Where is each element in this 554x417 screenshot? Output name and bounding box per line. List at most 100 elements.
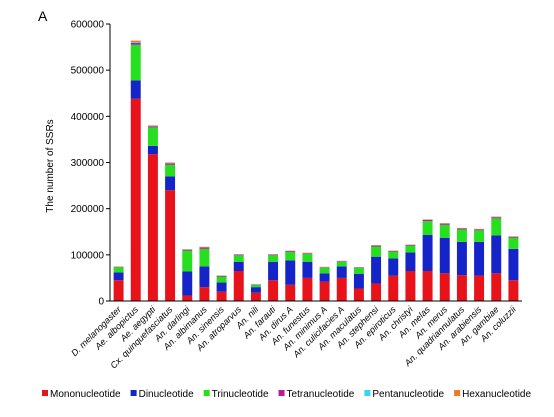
bar-segment (440, 225, 450, 238)
bar-segment (337, 266, 347, 278)
bar-segment (354, 289, 364, 301)
bar-segment (131, 43, 141, 45)
bar-segment (508, 249, 518, 280)
bar-segment (131, 80, 141, 98)
legend-label: Dinucleotide (139, 389, 194, 400)
bar-segment (268, 280, 278, 301)
bar-stack (405, 244, 415, 301)
bar-stack (337, 261, 347, 301)
bar-segment (251, 293, 261, 301)
bars (114, 41, 519, 301)
bar-stack (148, 125, 158, 301)
bar-segment (320, 282, 330, 301)
bar-segment (320, 267, 330, 268)
bar-segment (302, 254, 312, 262)
bar-segment (114, 267, 124, 272)
bar-segment (182, 295, 192, 301)
bar-segment (217, 276, 227, 277)
bar-segment (388, 251, 398, 252)
bar-segment (457, 275, 467, 301)
legend-label: Pentanucleotide (372, 389, 444, 400)
bar-segment (234, 255, 244, 256)
bar-segment (405, 246, 415, 253)
bar-stack (457, 228, 467, 301)
bar-segment (199, 287, 209, 301)
bar-segment (182, 250, 192, 251)
bar-stack (474, 229, 484, 301)
y-tick-label: 200000 (71, 204, 105, 215)
y-tick-label: 500000 (71, 66, 105, 77)
bar-segment (423, 220, 433, 221)
bar-segment (405, 253, 415, 271)
bar-stack (302, 253, 312, 301)
y-tick-label: 100000 (71, 250, 105, 261)
bar-segment (337, 261, 347, 262)
bar-segment (474, 276, 484, 301)
bar-segment (491, 217, 501, 218)
bar-stack (388, 250, 398, 301)
y-axis-title: The number of SSRs (45, 119, 56, 212)
bar-segment (251, 287, 261, 293)
bar-segment (371, 257, 381, 284)
legend-swatch (279, 390, 285, 396)
bar-segment (440, 224, 450, 225)
bar-segment (457, 229, 467, 241)
bar-segment (148, 126, 158, 127)
bar-segment (148, 146, 158, 154)
legend-item: Mononucleotide (42, 389, 121, 400)
bar-segment (491, 235, 501, 273)
bar-segment (131, 42, 141, 43)
bar-stack (320, 267, 330, 301)
bar-segment (131, 99, 141, 301)
bar-segment (285, 285, 295, 301)
bar-segment (199, 249, 209, 267)
bar-segment (474, 229, 484, 230)
y-tick-label: 300000 (71, 158, 105, 169)
bar-segment (354, 268, 364, 274)
bar-segment (148, 125, 158, 126)
bar-segment (320, 268, 330, 274)
bar-segment (337, 262, 347, 267)
bar-segment (508, 237, 518, 238)
bar-segment (371, 246, 381, 247)
legend-swatch (42, 390, 48, 396)
bar-segment (371, 247, 381, 257)
bar-segment (491, 218, 501, 235)
bar-segment (302, 278, 312, 301)
bar-segment (371, 283, 381, 301)
legend-item: Tetranucleotide (279, 389, 355, 400)
bar-stack (268, 254, 278, 301)
y-tick-label: 400000 (71, 112, 105, 123)
bar-segment (491, 273, 501, 301)
legend-label: Mononucleotide (50, 389, 121, 400)
bar-segment (199, 247, 209, 248)
legend-swatch (454, 390, 460, 396)
bar-segment (354, 274, 364, 289)
bar-segment (165, 190, 175, 301)
bar-segment (217, 292, 227, 301)
bar-segment (251, 285, 261, 287)
bar-stack (371, 245, 381, 301)
bar-stack (199, 247, 209, 301)
bar-segment (148, 127, 158, 145)
bar-segment (405, 245, 415, 246)
bar-stack (131, 41, 141, 301)
bar-segment (217, 277, 227, 283)
bar-segment (423, 235, 433, 271)
bar-segment (234, 255, 244, 261)
bar-segment (148, 154, 158, 301)
bar-segment (285, 260, 295, 284)
bar-stack (251, 284, 261, 301)
legend-swatch (364, 390, 370, 396)
y-tick-label: 600000 (71, 20, 105, 31)
bar-stack (354, 267, 364, 301)
bar-segment (114, 272, 124, 280)
bar-segment (388, 276, 398, 301)
bar-segment (131, 41, 141, 42)
bar-segment (474, 230, 484, 242)
bar-segment (165, 163, 175, 164)
bar-segment (423, 271, 433, 301)
bar-segment (405, 271, 415, 301)
